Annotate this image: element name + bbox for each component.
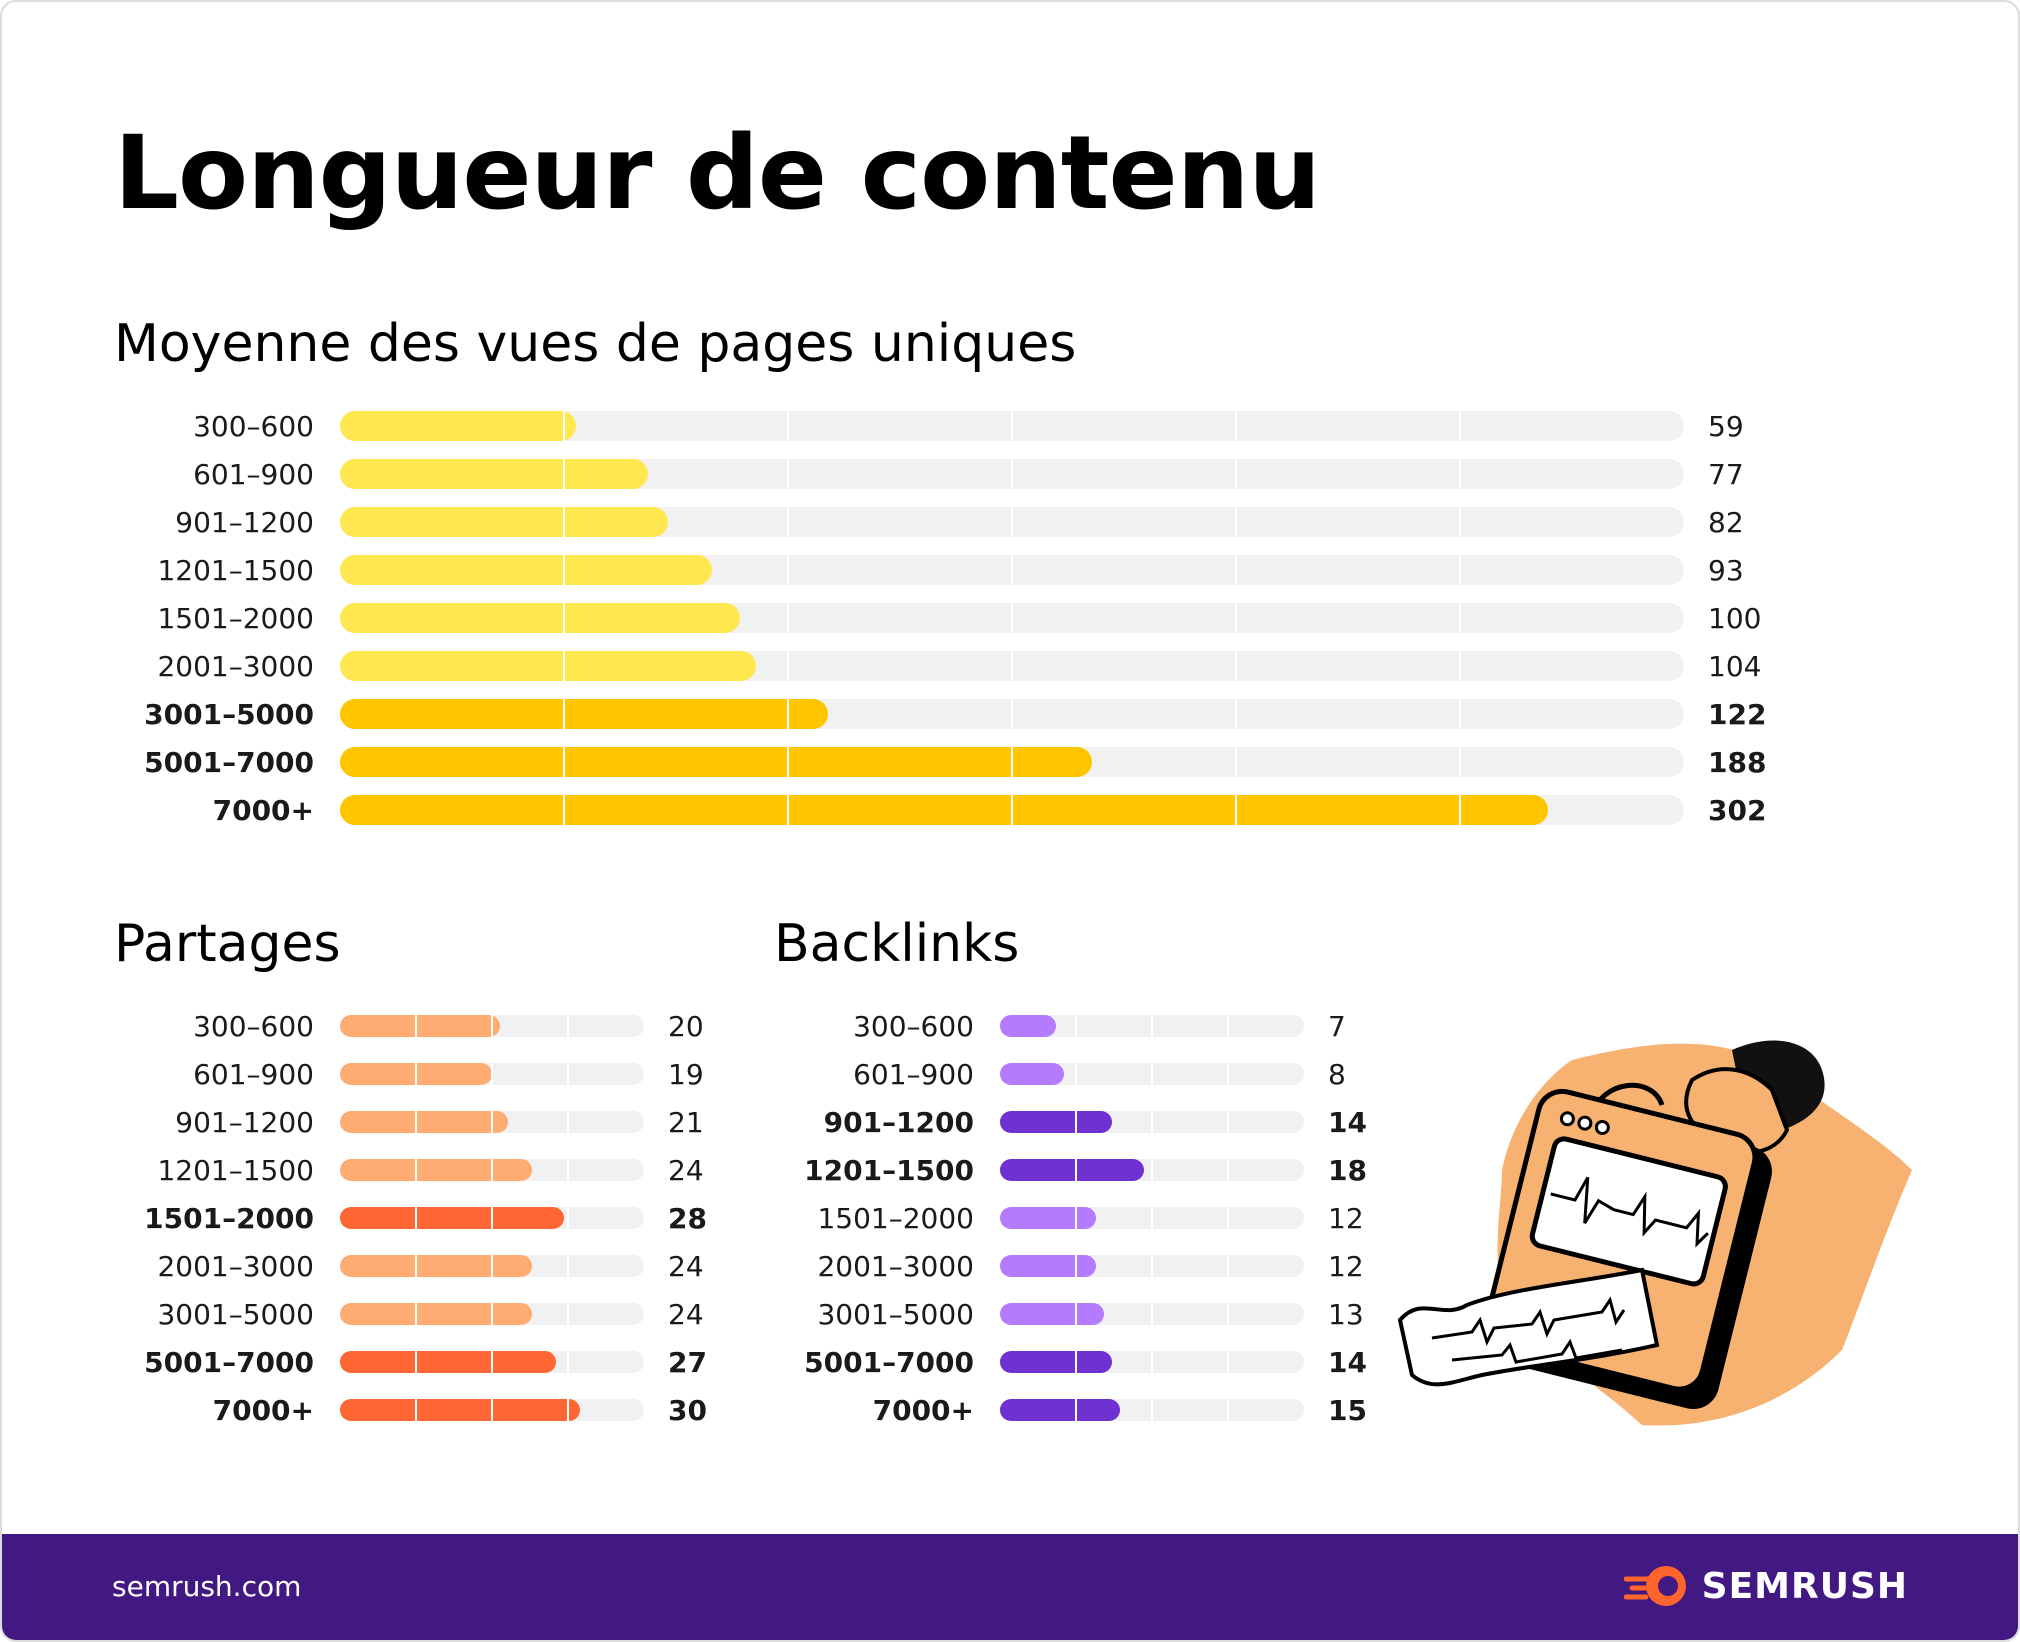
backlinks-value-label: 12 [1328, 1250, 1364, 1283]
views-bar [340, 459, 648, 489]
backlinks-category-label: 1501–2000 [817, 1202, 974, 1235]
views-category-label: 1501–2000 [157, 602, 314, 635]
views-chart-title: Moyenne des vues de pages uniques [114, 314, 1077, 374]
views-bar [340, 795, 1548, 825]
views-value-label: 302 [1708, 794, 1766, 827]
shares-category-label: 3001–5000 [157, 1298, 314, 1331]
views-bar [340, 651, 756, 681]
views-category-label: 901–1200 [175, 506, 314, 539]
shares-category-label: 1501–2000 [144, 1202, 314, 1235]
backlinks-category-label: 300–600 [853, 1010, 974, 1043]
shares-chart-title: Partages [114, 914, 341, 974]
backlinks-category-label: 3001–5000 [817, 1298, 974, 1331]
backlinks-value-label: 13 [1328, 1298, 1364, 1331]
views-category-label: 7000+ [213, 794, 314, 827]
backlinks-bar [1000, 1399, 1120, 1421]
backlinks-bar [1000, 1303, 1104, 1325]
backlinks-category-label: 901–1200 [824, 1106, 974, 1139]
views-value-label: 77 [1708, 458, 1744, 491]
views-bar [340, 555, 712, 585]
views-category-label: 1201–1500 [157, 554, 314, 587]
page-title: Longueur de contenu [114, 114, 1321, 233]
footer: semrush.com SEMRUSH [2, 1534, 2018, 1640]
views-category-label: 300–600 [193, 410, 314, 443]
shares-value-label: 27 [668, 1346, 707, 1379]
backlinks-category-label: 5001–7000 [804, 1346, 974, 1379]
views-category-label: 2001–3000 [157, 650, 314, 683]
views-bar [340, 603, 740, 633]
backlinks-value-label: 18 [1328, 1154, 1367, 1187]
backlinks-category-label: 1201–1500 [804, 1154, 974, 1187]
views-value-label: 122 [1708, 698, 1766, 731]
shares-bar [340, 1207, 564, 1229]
backlinks-bar [1000, 1351, 1112, 1373]
semrush-logo: SEMRUSH [1623, 1556, 1908, 1616]
views-value-label: 59 [1708, 410, 1744, 443]
shares-category-label: 7000+ [213, 1394, 314, 1427]
backlinks-value-label: 14 [1328, 1346, 1367, 1379]
views-bar [340, 507, 668, 537]
footer-site-link[interactable]: semrush.com [112, 1570, 302, 1603]
backlinks-value-label: 14 [1328, 1106, 1367, 1139]
shares-category-label: 901–1200 [175, 1106, 314, 1139]
views-value-label: 82 [1708, 506, 1744, 539]
shares-category-label: 1201–1500 [157, 1154, 314, 1187]
heart-monitor-illustration [1397, 1040, 1912, 1426]
shares-category-label: 2001–3000 [157, 1250, 314, 1283]
brand-name: SEMRUSH [1701, 1565, 1908, 1607]
views-category-label: 601–900 [193, 458, 314, 491]
shares-value-label: 30 [668, 1394, 707, 1427]
backlinks-chart-title: Backlinks [774, 914, 1020, 974]
views-bar [340, 411, 576, 441]
backlinks-value-label: 15 [1328, 1394, 1367, 1427]
shares-value-label: 24 [668, 1250, 704, 1283]
views-value-label: 93 [1708, 554, 1744, 587]
shares-value-label: 24 [668, 1154, 704, 1187]
backlinks-bar [1000, 1159, 1144, 1181]
shares-bar [340, 1255, 532, 1277]
backlinks-category-label: 7000+ [873, 1394, 974, 1427]
bar-charts: 300–600 59 601–900 77 901–1200 82 1201–1500 93 1… [144, 410, 1766, 1427]
views-bar [340, 699, 828, 729]
backlinks-bar [1000, 1015, 1056, 1037]
backlinks-category-label: 2001–3000 [817, 1250, 974, 1283]
shares-category-label: 601–900 [193, 1058, 314, 1091]
views-value-label: 100 [1708, 602, 1761, 635]
semrush-flame-icon [1623, 1566, 1686, 1606]
backlinks-value-label: 8 [1328, 1058, 1346, 1091]
shares-bar [340, 1015, 500, 1037]
shares-bar [340, 1303, 532, 1325]
backlinks-bar [1000, 1207, 1096, 1229]
views-category-label: 5001–7000 [144, 746, 314, 779]
shares-value-label: 21 [668, 1106, 704, 1139]
views-value-label: 104 [1708, 650, 1761, 683]
backlinks-value-label: 12 [1328, 1202, 1364, 1235]
views-value-label: 188 [1708, 746, 1766, 779]
shares-category-label: 5001–7000 [144, 1346, 314, 1379]
backlinks-category-label: 601–900 [853, 1058, 974, 1091]
shares-category-label: 300–600 [193, 1010, 314, 1043]
backlinks-bar [1000, 1111, 1112, 1133]
shares-bar [340, 1159, 532, 1181]
shares-bar [340, 1111, 508, 1133]
shares-bar [340, 1399, 580, 1421]
backlinks-value-label: 7 [1328, 1010, 1346, 1043]
shares-bar [340, 1351, 556, 1373]
shares-value-label: 19 [668, 1058, 704, 1091]
views-bar [340, 747, 1092, 777]
backlinks-bar [1000, 1255, 1096, 1277]
shares-value-label: 24 [668, 1298, 704, 1331]
shares-value-label: 28 [668, 1202, 707, 1235]
backlinks-bar [1000, 1063, 1064, 1085]
shares-value-label: 20 [668, 1010, 704, 1043]
views-category-label: 3001–5000 [144, 698, 314, 731]
